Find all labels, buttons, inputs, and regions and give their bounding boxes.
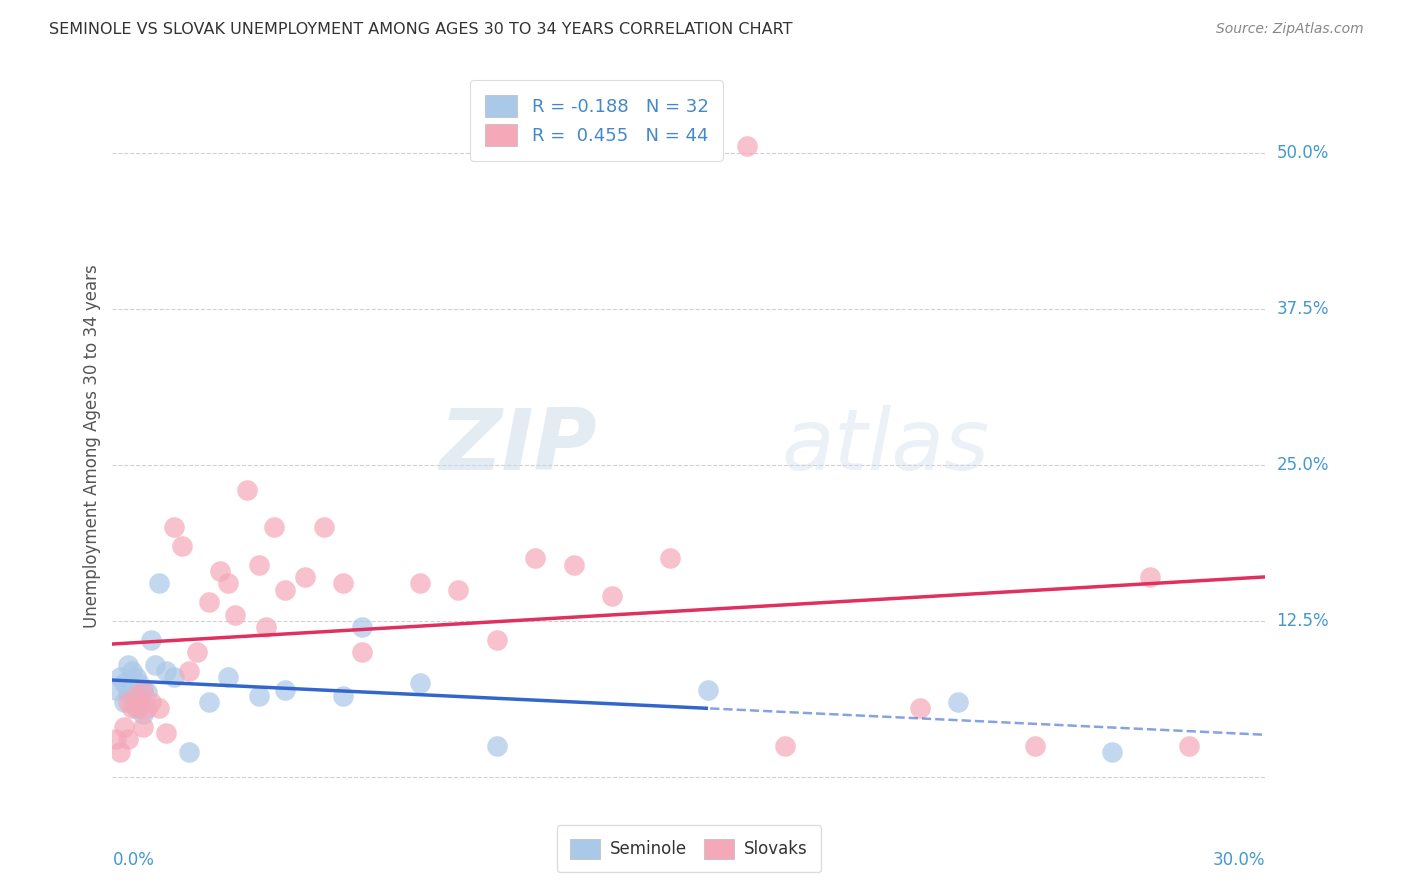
- Point: [224, 607, 246, 622]
- Text: 37.5%: 37.5%: [1277, 300, 1329, 318]
- Point: [600, 589, 623, 603]
- Point: [128, 701, 150, 715]
- Point: [294, 570, 316, 584]
- Point: [274, 582, 297, 597]
- Point: [155, 726, 177, 740]
- Text: 50.0%: 50.0%: [1277, 144, 1329, 161]
- Point: [121, 664, 143, 678]
- Point: [143, 657, 166, 672]
- Point: [247, 558, 270, 572]
- Point: [108, 745, 131, 759]
- Point: [148, 576, 170, 591]
- Point: [179, 745, 201, 759]
- Point: [332, 689, 354, 703]
- Legend: Seminole, Slovaks: Seminole, Slovaks: [557, 825, 821, 872]
- Point: [735, 139, 758, 153]
- Point: [946, 695, 969, 709]
- Point: [105, 732, 128, 747]
- Point: [409, 676, 432, 690]
- Point: [128, 695, 150, 709]
- Point: [132, 707, 155, 722]
- Point: [332, 576, 354, 591]
- Point: [247, 689, 270, 703]
- Point: [124, 701, 146, 715]
- Point: [112, 695, 135, 709]
- Point: [139, 695, 162, 709]
- Point: [274, 682, 297, 697]
- Point: [485, 739, 508, 753]
- Point: [108, 670, 131, 684]
- Point: [179, 664, 201, 678]
- Point: [170, 539, 193, 553]
- Text: Source: ZipAtlas.com: Source: ZipAtlas.com: [1216, 22, 1364, 37]
- Point: [352, 620, 374, 634]
- Point: [197, 595, 219, 609]
- Point: [186, 645, 208, 659]
- Point: [132, 682, 155, 697]
- Point: [697, 682, 720, 697]
- Point: [254, 620, 277, 634]
- Point: [1024, 739, 1046, 753]
- Text: 25.0%: 25.0%: [1277, 456, 1329, 474]
- Point: [105, 682, 128, 697]
- Text: SEMINOLE VS SLOVAK UNEMPLOYMENT AMONG AGES 30 TO 34 YEARS CORRELATION CHART: SEMINOLE VS SLOVAK UNEMPLOYMENT AMONG AG…: [49, 22, 793, 37]
- Point: [117, 657, 139, 672]
- Point: [312, 520, 335, 534]
- Point: [352, 645, 374, 659]
- Point: [112, 676, 135, 690]
- Point: [773, 739, 796, 753]
- Point: [236, 483, 259, 497]
- Point: [409, 576, 432, 591]
- Point: [217, 670, 239, 684]
- Point: [148, 701, 170, 715]
- Point: [132, 720, 155, 734]
- Point: [217, 576, 239, 591]
- Point: [209, 564, 232, 578]
- Y-axis label: Unemployment Among Ages 30 to 34 years: Unemployment Among Ages 30 to 34 years: [83, 264, 101, 628]
- Point: [136, 701, 159, 715]
- Point: [121, 689, 143, 703]
- Point: [132, 682, 155, 697]
- Point: [562, 558, 585, 572]
- Point: [263, 520, 285, 534]
- Point: [524, 551, 547, 566]
- Point: [163, 520, 186, 534]
- Point: [1139, 570, 1161, 584]
- Point: [128, 676, 150, 690]
- Text: atlas: atlas: [782, 404, 990, 488]
- Point: [112, 720, 135, 734]
- Text: 0.0%: 0.0%: [112, 851, 155, 869]
- Point: [163, 670, 186, 684]
- Point: [124, 670, 146, 684]
- Point: [124, 689, 146, 703]
- Text: 30.0%: 30.0%: [1213, 851, 1265, 869]
- Point: [117, 695, 139, 709]
- Point: [485, 632, 508, 647]
- Point: [658, 551, 681, 566]
- Point: [139, 632, 162, 647]
- Point: [117, 685, 139, 699]
- Point: [908, 701, 931, 715]
- Point: [136, 685, 159, 699]
- Text: ZIP: ZIP: [439, 404, 596, 488]
- Point: [155, 664, 177, 678]
- Point: [1177, 739, 1199, 753]
- Point: [197, 695, 219, 709]
- Point: [447, 582, 470, 597]
- Point: [121, 701, 143, 715]
- Text: 12.5%: 12.5%: [1277, 612, 1329, 630]
- Point: [1101, 745, 1123, 759]
- Point: [117, 732, 139, 747]
